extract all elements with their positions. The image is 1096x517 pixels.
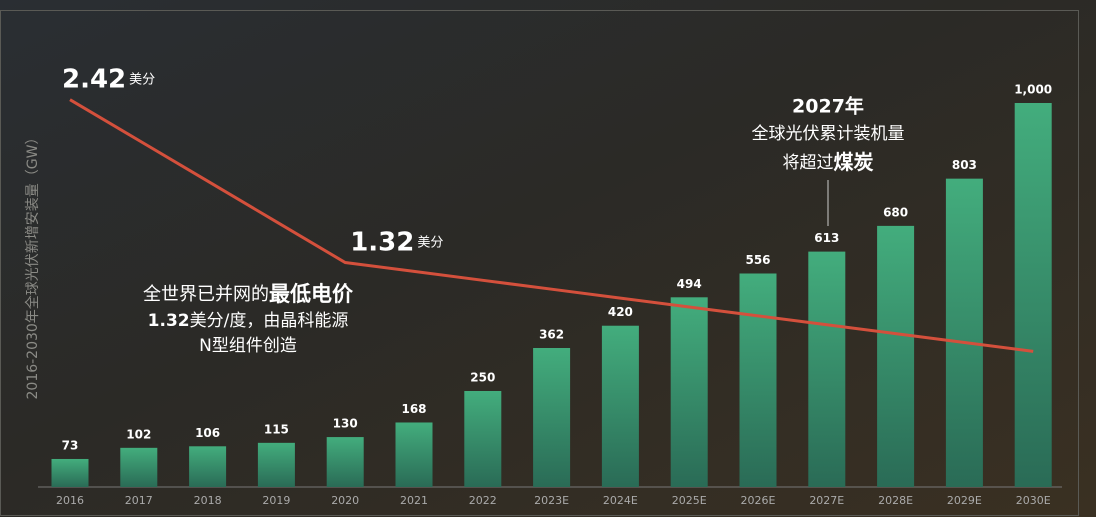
line-unit: 美分	[417, 235, 443, 250]
x-tick-label: 2018	[194, 494, 222, 507]
bar	[877, 225, 915, 487]
bar	[1014, 103, 1052, 487]
line-value: 2.42	[62, 64, 126, 94]
x-tick-label: 2026E	[741, 494, 776, 507]
bar	[533, 347, 571, 487]
value-label: 130	[333, 417, 358, 431]
bar	[326, 437, 364, 487]
line-unit: 美分	[129, 72, 155, 87]
price-line	[69, 98, 1034, 353]
x-tick-label: 2028E	[878, 494, 913, 507]
annotation-text: 全球光伏累计装机量	[752, 124, 905, 144]
bar	[739, 273, 777, 487]
value-label: 803	[952, 158, 977, 172]
bar	[808, 251, 846, 487]
price-note-text: 美分/度，由晶科能源	[190, 311, 349, 331]
price-note-bold: 最低电价	[269, 282, 354, 306]
annotation-bold: 煤炭	[834, 150, 874, 174]
value-label: 102	[126, 427, 151, 441]
value-label: 420	[608, 305, 633, 319]
value-label: 613	[814, 231, 839, 245]
x-tick-label: 2020	[331, 494, 359, 507]
bar	[464, 391, 502, 487]
value-label: 1,000	[1014, 83, 1052, 97]
x-tick-label: 2024E	[603, 494, 638, 507]
bar	[51, 458, 89, 487]
x-tick-label: 2019	[262, 494, 290, 507]
x-tick-label: 2023E	[534, 494, 569, 507]
value-label: 680	[883, 205, 908, 219]
annotation-text: 将超过	[783, 153, 834, 173]
bar	[257, 442, 295, 487]
price-note: N型组件创造	[199, 336, 297, 356]
value-label: 168	[401, 402, 426, 416]
price-note-bold: 1.32	[148, 311, 190, 331]
value-label: 115	[264, 422, 289, 436]
line-value: 1.32	[350, 227, 414, 257]
value-label: 556	[745, 253, 770, 267]
annotation-text: 将超过煤炭	[783, 150, 874, 174]
price-note: 1.32美分/度，由晶科能源	[148, 311, 349, 331]
bar	[395, 422, 433, 487]
bar	[945, 178, 983, 487]
value-label: 362	[539, 327, 564, 341]
line-value-label: 1.32 美分	[350, 227, 443, 257]
bar	[189, 446, 227, 487]
y-axis-label: 2016-2030年全球光伏新增安装量（GW）	[24, 130, 41, 399]
bar	[670, 297, 708, 487]
frame	[0, 10, 1079, 516]
x-tick-label: 2016	[56, 494, 84, 507]
x-tick-label: 2021	[400, 494, 428, 507]
value-label: 106	[195, 426, 220, 440]
price-note: 全世界已并网的最低电价	[143, 282, 354, 306]
annotation-title: 2027年	[792, 95, 864, 118]
value-label: 494	[677, 277, 702, 291]
bar	[601, 325, 639, 487]
x-tick-label: 2030E	[1016, 494, 1051, 507]
x-tick-label: 2029E	[947, 494, 982, 507]
price-note-text: 全世界已并网的	[143, 284, 269, 305]
x-tick-label: 2017	[125, 494, 153, 507]
bar	[120, 447, 158, 487]
line-value-label: 2.42 美分	[62, 64, 155, 94]
x-tick-label: 2022	[469, 494, 497, 507]
value-label: 250	[470, 371, 495, 385]
value-label: 73	[62, 438, 79, 452]
x-tick-label: 2027E	[809, 494, 844, 507]
x-tick-label: 2025E	[672, 494, 707, 507]
